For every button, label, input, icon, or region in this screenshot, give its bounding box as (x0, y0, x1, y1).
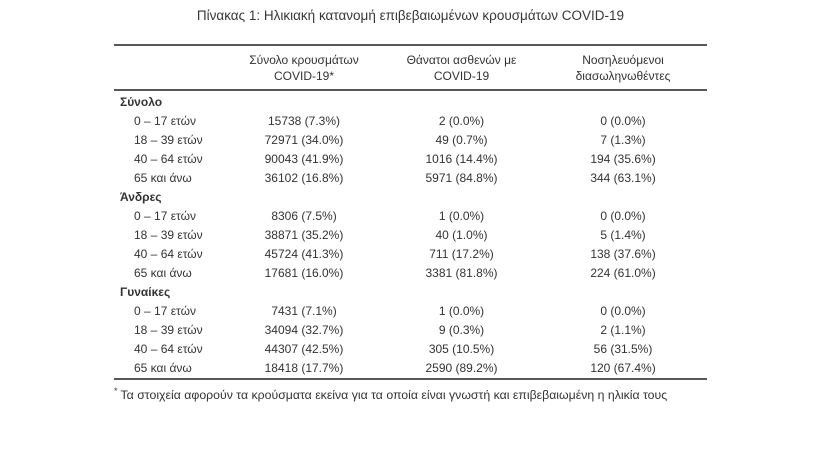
deaths-value: 5971 (84.8%) (425, 171, 498, 185)
cases-value: 45724 (41.3%) (264, 247, 344, 261)
section-label: Άνδρες (120, 190, 162, 204)
footnote-asterisk: * (114, 386, 118, 396)
section-label: Γυναίκες (120, 285, 171, 299)
intubated-value: 0 (0.0%) (600, 209, 646, 223)
table-row: 18 – 39 ετών 72971 (34.0%) 49 (0.7%) 7 (… (114, 131, 707, 150)
table-footnote: * Τα στοιχεία αφορούν τα κρούσματα εκείνα… (114, 384, 707, 403)
table-row: 65 και άνω 36102 (16.8%) 5971 (84.8%) 34… (114, 169, 707, 188)
intubated-value: 120 (67.4%) (590, 361, 656, 375)
intubated-value: 138 (37.6%) (590, 247, 656, 261)
cases-value: 90043 (41.9%) (264, 152, 344, 166)
age-group-label: 0 – 17 ετών (134, 209, 196, 223)
header-intubated: Νοσηλευόμενοι διασωληνωθέντες (539, 45, 707, 90)
age-group-label: 18 – 39 ετών (134, 228, 203, 242)
cases-value: 72971 (34.0%) (264, 133, 344, 147)
footnote-text: Τα στοιχεία αφορούν τα κρούσματα εκείνα … (120, 388, 668, 403)
cases-value: 7431 (7.1%) (271, 304, 337, 318)
deaths-value: 305 (10.5%) (428, 342, 495, 356)
covid-age-distribution-table: Σύνολο κρουσμάτων COVID-19* Θάνατοι ασθε… (114, 44, 707, 380)
age-group-label: 0 – 17 ετών (134, 304, 196, 318)
table-row: 40 – 64 ετών 45724 (41.3%) 711 (17.2%) 1… (114, 245, 707, 264)
deaths-value: 49 (0.7%) (435, 133, 488, 147)
header-total-cases-line1: Σύνολο κρουσμάτων (249, 53, 359, 67)
header-total-cases: Σύνολο κρουσμάτων COVID-19* (224, 45, 384, 90)
cases-value: 36102 (16.8%) (264, 171, 344, 185)
cases-value: 15738 (7.3%) (267, 114, 341, 128)
header-empty-cell (114, 45, 224, 90)
header-deaths-line2: COVID-19 (433, 69, 490, 83)
header-intubated-line2: διασωληνωθέντες (575, 69, 671, 83)
cases-value: 18418 (17.7%) (264, 361, 344, 375)
age-group-label: 40 – 64 ετών (134, 247, 203, 261)
header-deaths-line1: Θάνατοι ασθενών με (406, 53, 517, 67)
deaths-value: 9 (0.3%) (438, 323, 485, 337)
header-intubated-line1: Νοσηλευόμενοι (582, 53, 664, 67)
table-row: 40 – 64 ετών 44307 (42.5%) 305 (10.5%) 5… (114, 340, 707, 359)
age-group-label: 40 – 64 ετών (134, 342, 203, 356)
intubated-value: 224 (61.0%) (590, 266, 656, 280)
deaths-value: 1016 (14.4%) (425, 152, 498, 166)
table-row: 40 – 64 ετών 90043 (41.9%) 1016 (14.4%) … (114, 150, 707, 169)
deaths-value: 40 (1.0%) (435, 228, 488, 242)
deaths-value: 1 (0.0%) (438, 209, 485, 223)
cases-value: 44307 (42.5%) (264, 342, 344, 356)
age-group-label: 18 – 39 ετών (134, 133, 203, 147)
header-row: Σύνολο κρουσμάτων COVID-19* Θάνατοι ασθε… (114, 45, 707, 90)
age-group-label: 65 και άνω (134, 266, 192, 280)
deaths-value: 2 (0.0%) (438, 114, 485, 128)
intubated-value: 7 (1.3%) (600, 133, 646, 147)
deaths-value: 1 (0.0%) (438, 304, 485, 318)
table-row: 0 – 17 ετών 8306 (7.5%) 1 (0.0%) 0 (0.0%… (114, 207, 707, 226)
header-total-cases-line2: COVID-19* (273, 69, 335, 83)
deaths-value: 711 (17.2%) (429, 247, 494, 261)
cases-value: 8306 (7.5%) (271, 209, 337, 223)
age-group-label: 65 και άνω (134, 361, 192, 375)
table-row: 0 – 17 ετών 7431 (7.1%) 1 (0.0%) 0 (0.0%… (114, 302, 707, 321)
age-group-label: 18 – 39 ετών (134, 323, 203, 337)
table-row: 18 – 39 ετών 38871 (35.2%) 40 (1.0%) 5 (… (114, 226, 707, 245)
table-row: 65 και άνω 17681 (16.0%) 3381 (81.8%) 22… (114, 264, 707, 283)
deaths-value: 2590 (89.2%) (425, 361, 498, 375)
cases-value: 38871 (35.2%) (264, 228, 344, 242)
age-group-label: 40 – 64 ετών (134, 152, 203, 166)
intubated-value: 194 (35.6%) (590, 152, 656, 166)
section-row-total: Σύνολο (114, 90, 707, 112)
table-title: Πίνακας 1: Ηλικιακή κατανομή επιβεβαιωμέ… (196, 8, 625, 23)
intubated-value: 2 (1.1%) (600, 323, 646, 337)
cases-value: 17681 (16.0%) (264, 266, 344, 280)
age-group-label: 0 – 17 ετών (134, 114, 196, 128)
deaths-value: 3381 (81.8%) (425, 266, 498, 280)
intubated-value: 0 (0.0%) (600, 304, 646, 318)
header-deaths: Θάνατοι ασθενών με COVID-19 (384, 45, 539, 90)
table-row: 0 – 17 ετών 15738 (7.3%) 2 (0.0%) 0 (0.0… (114, 112, 707, 131)
age-group-label: 65 και άνω (134, 171, 192, 185)
cases-value: 34094 (32.7%) (264, 323, 344, 337)
section-row-men: Άνδρες (114, 188, 707, 207)
intubated-value: 0 (0.0%) (600, 114, 646, 128)
intubated-value: 56 (31.5%) (593, 342, 653, 356)
intubated-value: 344 (63.1%) (590, 171, 656, 185)
intubated-value: 5 (1.4%) (600, 228, 646, 242)
table-row: 18 – 39 ετών 34094 (32.7%) 9 (0.3%) 2 (1… (114, 321, 707, 340)
section-row-women: Γυναίκες (114, 283, 707, 302)
table-row: 65 και άνω 18418 (17.7%) 2590 (89.2%) 12… (114, 359, 707, 379)
section-label: Σύνολο (120, 95, 163, 109)
